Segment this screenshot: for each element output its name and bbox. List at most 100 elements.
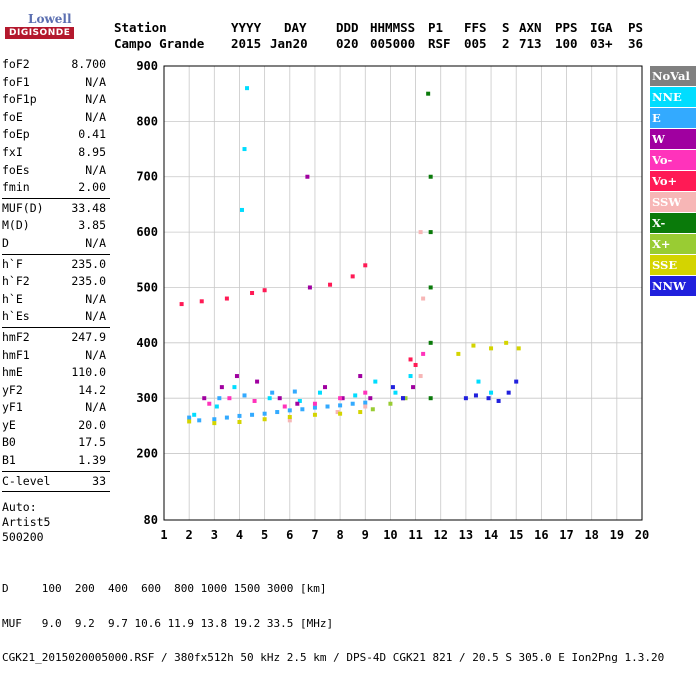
param-name: foF2 [2, 57, 30, 71]
x-tick-label: 9 [362, 528, 369, 542]
param-value: N/A [85, 109, 106, 124]
param-row: foF1p N/A [2, 91, 110, 109]
y-tick-label: 700 [136, 170, 158, 184]
x-tick-label: 4 [236, 528, 243, 542]
param-row: foF2 8.700 [2, 56, 110, 74]
data-point [227, 396, 232, 401]
param-value: 110.0 [71, 365, 106, 380]
param-name: hmF2 [2, 329, 30, 344]
param-value: 2.00 [78, 180, 106, 195]
header-value: Campo Grande [114, 36, 205, 51]
data-point [197, 418, 202, 423]
param-separator [2, 470, 110, 472]
data-point [476, 379, 481, 384]
data-point [413, 362, 418, 367]
data-point [393, 390, 398, 395]
param-separator [2, 491, 110, 493]
footer-muf-line: MUF 9.0 9.2 9.7 10.6 11.9 13.8 19.2 33.5… [2, 616, 334, 630]
param-row: C-level 33 [2, 473, 110, 491]
param-name: MUF(D) [2, 200, 44, 215]
data-point [224, 296, 229, 301]
ionogram-chart: 1 2 3 4 5 6 7 8 9 10 11 12 13 14 15 16 17 18 19 20802003004… [136, 59, 649, 542]
param-value: N/A [85, 235, 106, 250]
data-point [489, 346, 494, 351]
param-value: N/A [85, 309, 106, 324]
data-point [242, 393, 247, 398]
data-point [287, 408, 292, 413]
param-name: yE [2, 417, 16, 432]
legend-item-e: E [650, 108, 696, 128]
x-tick-label: 10 [383, 528, 397, 542]
param-row: fxI 8.95 [2, 144, 110, 162]
y-tick-label: 200 [136, 447, 158, 461]
logo-lowell: Lowell [28, 12, 72, 26]
header-value: RSF [428, 36, 451, 51]
data-point [267, 396, 272, 401]
y-tick-label: 400 [136, 336, 158, 350]
data-point [312, 401, 317, 406]
data-point [338, 411, 343, 416]
legend-item-nne: NNE [650, 87, 696, 107]
param-row: M(D) 3.85 [2, 217, 110, 235]
data-point [255, 379, 260, 384]
data-point [250, 412, 255, 417]
data-point [496, 398, 501, 403]
param-row: h`F2 235.0 [2, 273, 110, 291]
x-tick-label: 19 [610, 528, 624, 542]
param-row: MUF(D) 33.48 [2, 200, 110, 218]
param-value: 8.95 [78, 144, 106, 159]
header-value: 020 [336, 36, 359, 51]
data-point [338, 396, 343, 401]
param-row: foEp 0.41 [2, 126, 110, 144]
data-point [245, 86, 250, 91]
data-point [219, 385, 224, 390]
data-point [456, 351, 461, 356]
data-point [358, 410, 363, 415]
data-point [187, 415, 192, 420]
legend-item-noval: NoVal [650, 66, 696, 86]
param-row: hmF2 247.9 [2, 329, 110, 347]
digisonde-logo: Lowell DIGISONDE [2, 6, 75, 46]
data-point [411, 385, 416, 390]
x-tick-label: 5 [261, 528, 268, 542]
param-value: N/A [85, 162, 106, 177]
param-row: hmE 110.0 [2, 364, 110, 382]
header-label: DDD [336, 20, 359, 35]
param-value: N/A [85, 291, 106, 306]
data-point [421, 351, 426, 356]
param-name: hmF1 [2, 347, 30, 362]
header-value: 03+ [590, 36, 613, 51]
autoscaling-line: Artist5 [2, 515, 51, 530]
x-tick-label: 12 [434, 528, 448, 542]
legend-item-ssw: SSW [650, 192, 696, 212]
data-point [237, 413, 242, 418]
header-label: AXN [519, 20, 542, 35]
data-point [428, 396, 433, 401]
data-point [307, 285, 312, 290]
param-value: 235.0 [71, 256, 106, 271]
polarization-legend: NoVal NNE E W Vo- Vo+ SSW X- X+ SSE NNW [650, 66, 696, 297]
param-value: 20.0 [78, 417, 106, 432]
x-tick-label: 18 [584, 528, 598, 542]
header-value: Jan20 [270, 36, 308, 51]
param-name: B1 [2, 453, 16, 468]
data-point [214, 404, 219, 409]
param-row: hmF1 N/A [2, 347, 110, 365]
param-value: 1.39 [78, 453, 106, 468]
param-name: h`F [2, 256, 23, 271]
x-tick-label: 7 [311, 528, 318, 542]
data-point [418, 230, 423, 235]
param-value: 0.41 [78, 127, 106, 142]
param-row: B0 17.5 [2, 434, 110, 452]
param-value: N/A [85, 400, 106, 415]
y-tick-label: 500 [136, 280, 158, 294]
header-label: PPS [555, 20, 578, 35]
data-point [305, 174, 310, 179]
x-tick-label: 15 [509, 528, 523, 542]
data-point [408, 357, 413, 362]
x-tick-label: 8 [336, 528, 343, 542]
data-point [471, 343, 476, 348]
data-point [312, 412, 317, 417]
data-point [239, 207, 244, 212]
data-point [312, 405, 317, 410]
